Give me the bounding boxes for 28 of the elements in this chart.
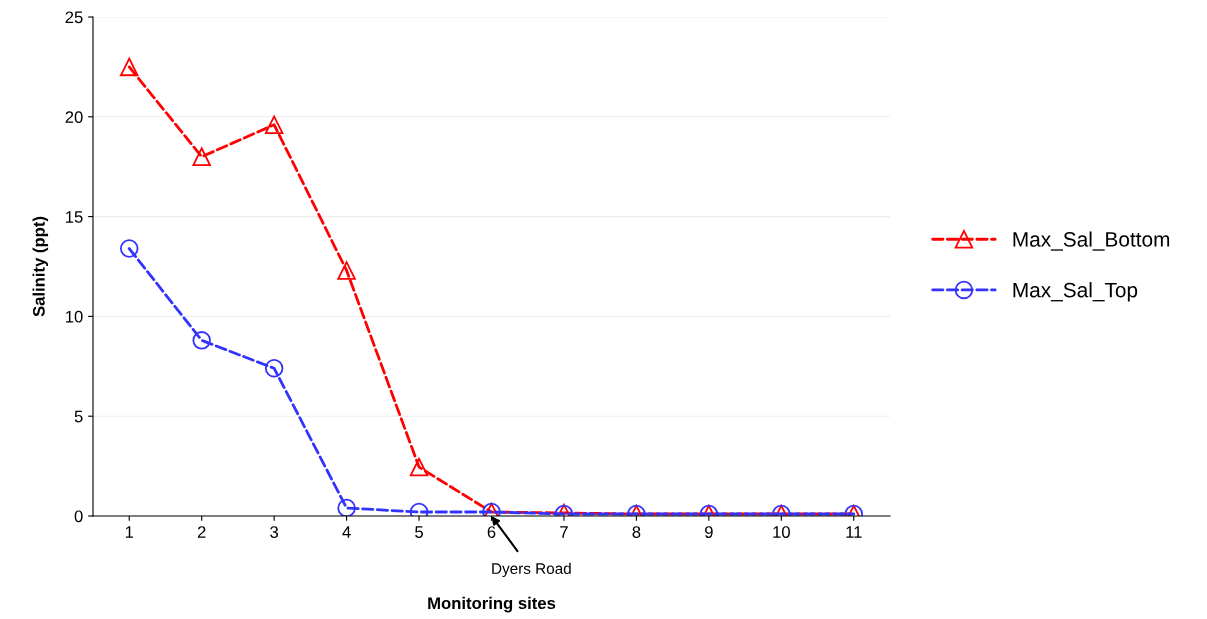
y-tick-label: 20 <box>65 111 83 123</box>
y-tick-label: 15 <box>66 211 83 223</box>
legend-label: Max_Sal_Top <box>1013 282 1138 302</box>
point <box>192 147 211 166</box>
y-tick-label: 10 <box>66 310 83 323</box>
legend-label: Max_Sal_Bottom <box>1013 231 1170 251</box>
x-tick-label: 3 <box>270 526 279 538</box>
x-tick-label: 8 <box>632 526 641 538</box>
x-tick-label: 2 <box>197 526 206 538</box>
x-tick-label: 10 <box>773 526 790 538</box>
point <box>337 261 356 280</box>
annotation: Dyers Road <box>492 562 571 578</box>
y-tick-label: 0 <box>74 510 83 523</box>
x-tick-label: 9 <box>705 526 713 538</box>
x-tick-label: 7 <box>560 526 568 538</box>
x-tick-label: 4 <box>342 526 351 538</box>
x-tick-label: 6 <box>487 526 496 538</box>
point <box>192 331 211 350</box>
x-tick-label: 1 <box>125 526 134 538</box>
point <box>264 115 284 135</box>
y-tick-label: 25 <box>65 11 83 24</box>
x-axis-title: Monitoring sites <box>428 596 556 613</box>
y-tick-label: 5 <box>74 410 83 423</box>
x-tick-label: 5 <box>415 526 423 538</box>
y-axis-title: Salinity (ppt) <box>32 216 49 317</box>
point <box>119 57 139 77</box>
x-tick-label: 11 <box>846 526 862 538</box>
point <box>119 239 139 258</box>
